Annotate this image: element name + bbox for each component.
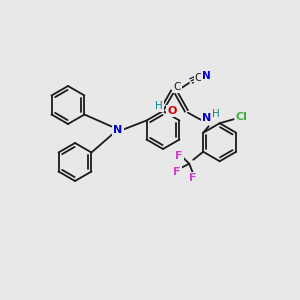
Text: F: F — [176, 151, 183, 161]
Text: F: F — [173, 167, 181, 177]
Text: F: F — [190, 173, 197, 183]
Text: N: N — [202, 71, 210, 81]
Text: H: H — [212, 109, 220, 119]
Text: C: C — [173, 82, 181, 92]
Text: H: H — [155, 101, 163, 111]
Text: O: O — [167, 106, 177, 116]
Text: N: N — [202, 113, 211, 123]
Text: C: C — [194, 73, 202, 83]
Text: Cl: Cl — [236, 112, 248, 122]
Text: N: N — [113, 125, 123, 135]
